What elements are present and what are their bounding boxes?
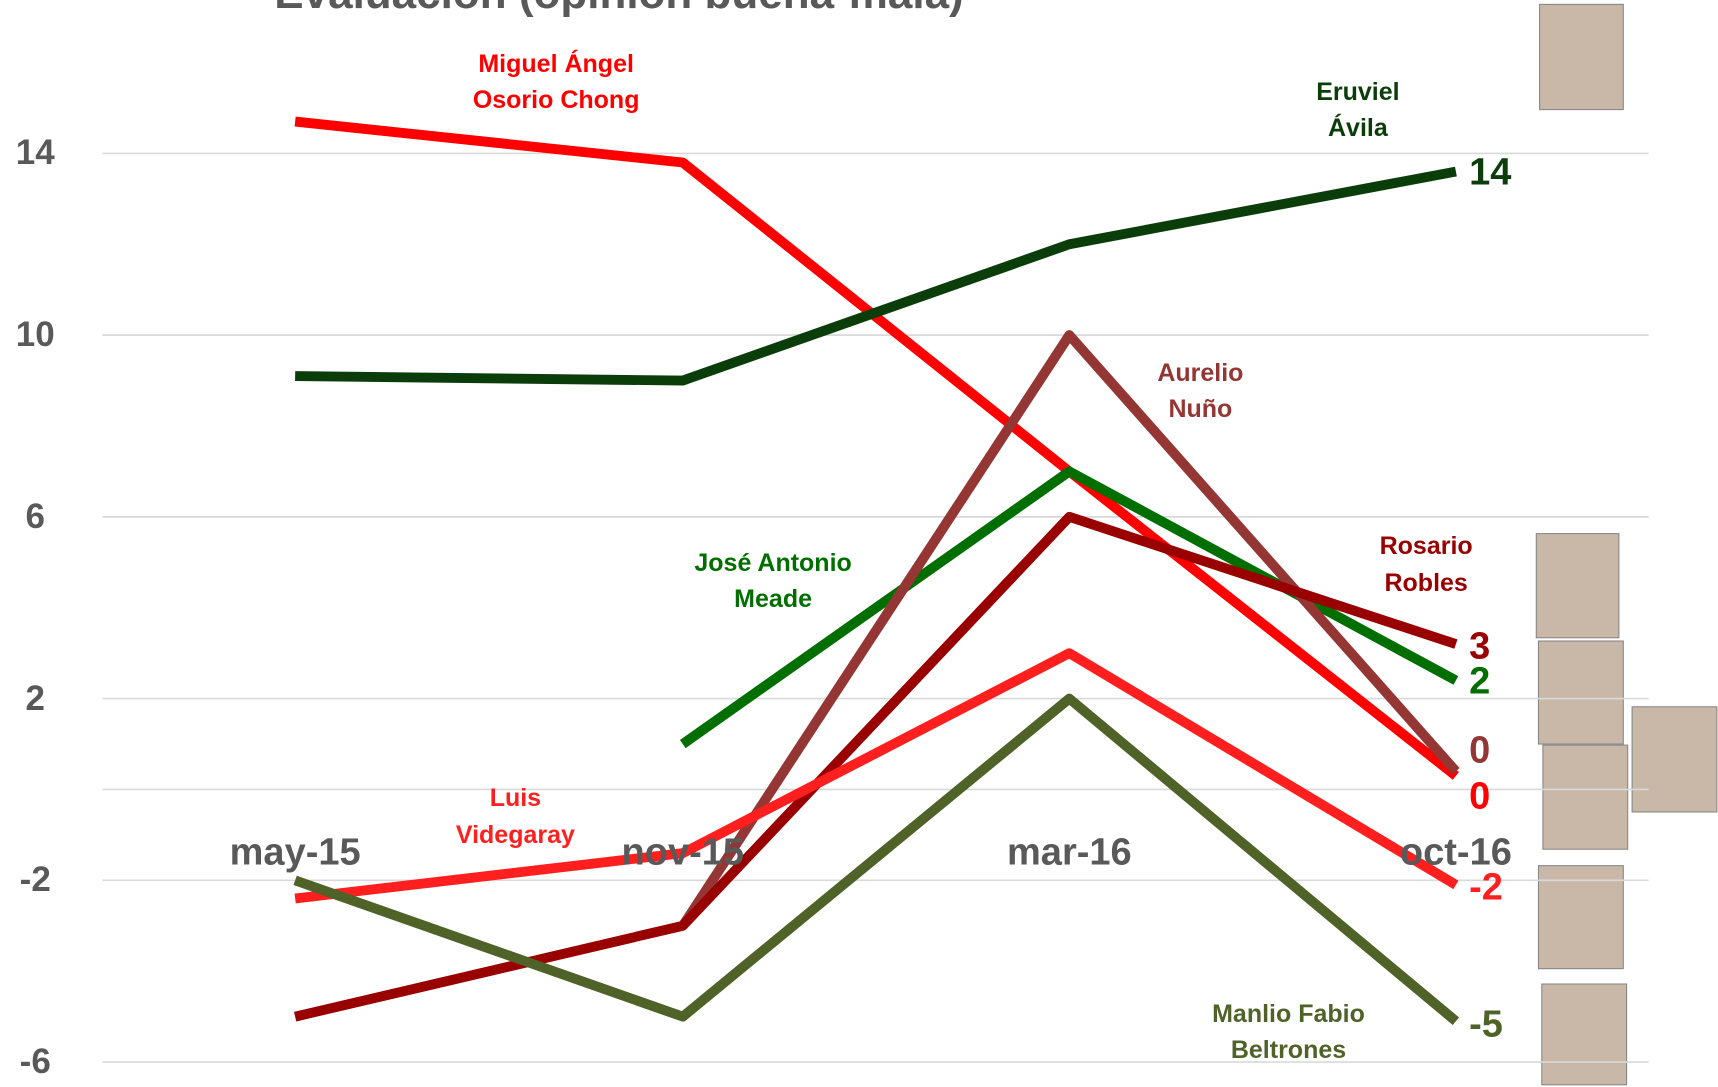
- series-label: Miguel Ángel Osorio Chong: [472, 49, 640, 115]
- series-line: [678, 330, 1460, 929]
- photo: [1542, 744, 1629, 850]
- y-tick-label: 10: [15, 315, 55, 355]
- photo: [1539, 3, 1624, 111]
- series-label: Aurelio Nuño: [1157, 358, 1244, 424]
- photos: [1535, 3, 1718, 1086]
- photo: [1537, 865, 1624, 970]
- chart-title: Evaluación (opinión buena-mala): [274, 0, 963, 19]
- y-tick-label: 6: [25, 496, 45, 536]
- value-label: 3: [1469, 625, 1491, 667]
- value-label: 14: [1469, 151, 1512, 194]
- series-line: [294, 511, 1458, 1022]
- series-label: Manlio Fabio Beltrones: [1212, 999, 1365, 1065]
- value-label: -5: [1469, 1003, 1503, 1046]
- x-tick-label: nov-15: [621, 831, 745, 873]
- series-line: [679, 466, 1459, 749]
- y-tick-label: 2: [25, 678, 45, 718]
- y-tick-label: 14: [15, 133, 55, 173]
- value-label: 0: [1469, 775, 1491, 818]
- series-line: [293, 693, 1460, 1025]
- value-label: -2: [1469, 866, 1503, 909]
- photo: [1537, 640, 1624, 745]
- x-tick-label: oct-16: [1399, 831, 1512, 873]
- series-label: Eruviel Ávila: [1316, 77, 1400, 142]
- value-label: 0: [1469, 729, 1491, 772]
- photo: [1535, 533, 1620, 639]
- series-line: [294, 116, 1459, 780]
- series-label: José Antonio Meade: [694, 548, 852, 613]
- series-label: Luis Videgaray: [455, 784, 575, 849]
- series-line: [295, 166, 1457, 386]
- photo: [1631, 706, 1718, 813]
- y-tick-label: -6: [19, 1042, 51, 1082]
- y-tick-label: -2: [19, 860, 51, 900]
- series-line: [294, 648, 1459, 904]
- x-tick-label: may-15: [229, 831, 361, 873]
- photo: [1541, 983, 1628, 1086]
- x-tick-label: mar-16: [1007, 831, 1132, 873]
- value-label: 2: [1469, 660, 1491, 703]
- series-label: Rosario Robles: [1379, 532, 1473, 597]
